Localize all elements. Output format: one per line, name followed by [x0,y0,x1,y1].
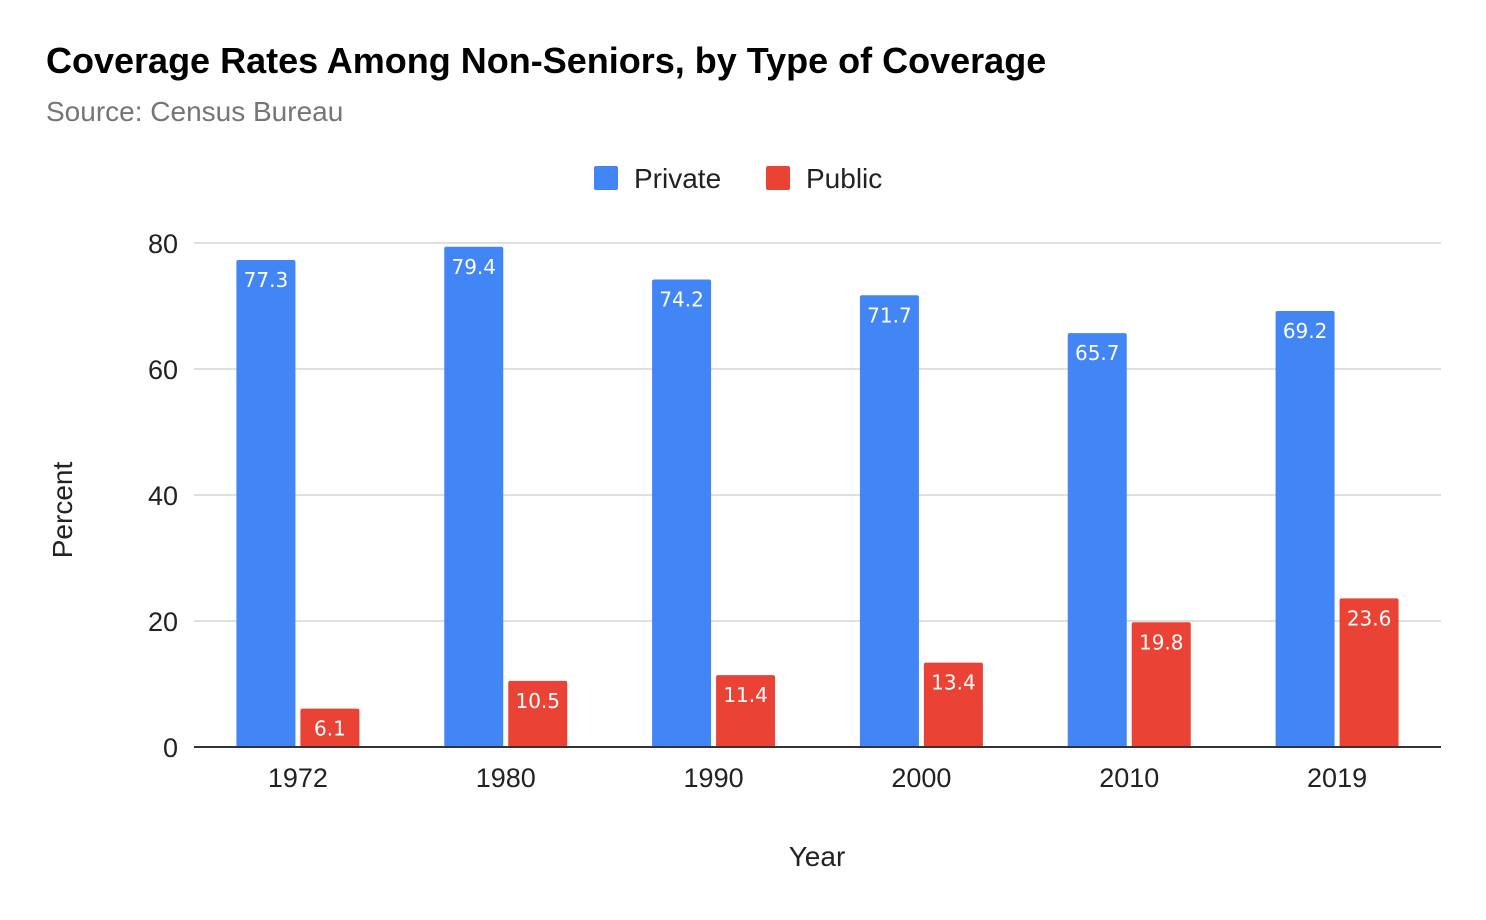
legend-label-public: Public [806,163,882,194]
data-label-private-2019: 69.2 [1283,319,1328,343]
data-label-private-1980: 79.4 [451,255,496,279]
bar-private-1980 [444,246,504,747]
y-axis-title: Percent [47,462,78,559]
x-tick-label: 1972 [268,763,328,793]
legend-label-private: Private [634,163,721,194]
chart-subtitle: Source: Census Bureau [46,96,344,127]
y-tick-label: 60 [148,355,178,385]
x-tick-label: 1980 [476,763,536,793]
bar-public-1990 [716,675,776,747]
legend-swatch-public [766,166,790,190]
data-label-public-1990: 11.4 [723,683,768,707]
data-label-public-2019: 23.6 [1347,606,1392,630]
bar-public-2019 [1339,598,1399,747]
data-label-public-1980: 10.5 [515,689,560,713]
y-tick-label: 40 [148,481,178,511]
data-label-private-2000: 71.7 [867,303,912,327]
legend-swatch-private [594,166,618,190]
data-label-private-1990: 74.2 [659,288,704,312]
x-tick-label: 1990 [684,763,744,793]
x-tick-label: 2019 [1307,763,1367,793]
data-label-public-1972: 6.1 [314,717,346,741]
bar-public-2000 [923,662,983,747]
data-label-private-1972: 77.3 [244,268,289,292]
bar-public-1972 [300,708,360,747]
bar-public-2010 [1131,622,1191,747]
y-tick-label: 0 [163,733,178,763]
bar-private-1972 [236,260,296,747]
x-axis-title: Year [789,841,846,872]
bars: 77.3 6.1 79.4 10.5 74.2 11.4 71.7 13.4 65.7 19.8 6… [236,246,1399,747]
y-tick-label: 20 [148,607,178,637]
legend: Private Public [594,163,882,194]
data-label-private-2010: 65.7 [1075,341,1120,365]
y-axis-ticks: 0 20 40 60 80 [148,229,178,763]
x-tick-label: 2010 [1099,763,1159,793]
x-tick-label: 2000 [891,763,951,793]
gridlines [194,242,1441,622]
x-axis-ticks: 1972 1980 1990 2000 2010 2019 [268,763,1367,793]
bar-private-2000 [859,295,919,747]
data-label-public-2000: 13.4 [931,671,976,695]
bar-private-2010 [1067,333,1127,747]
bar-private-1990 [652,279,712,747]
bar-public-1980 [508,680,568,747]
bar-private-2019 [1275,311,1335,747]
chart-title: Coverage Rates Among Non-Seniors, by Typ… [46,40,1047,81]
y-tick-label: 80 [148,229,178,259]
data-label-public-2010: 19.8 [1139,630,1184,654]
